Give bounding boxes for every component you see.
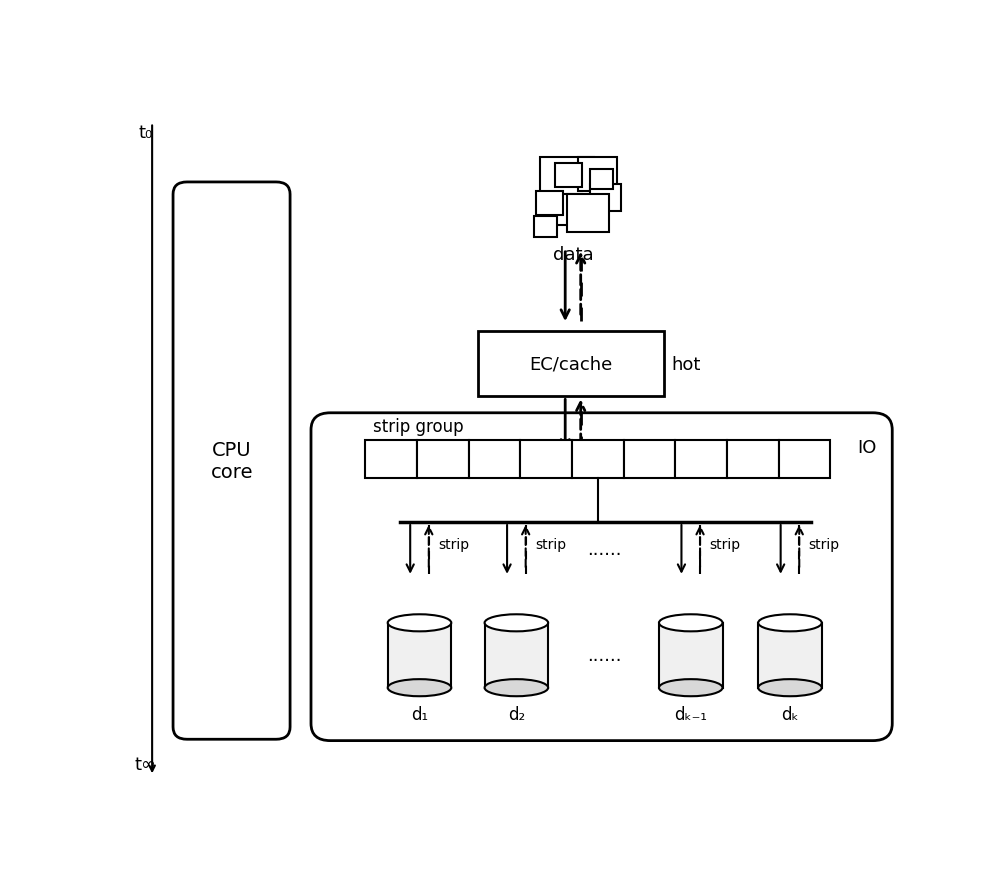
Bar [555, 164, 582, 188]
Text: ......: ...... [587, 540, 621, 559]
Bar [567, 195, 609, 232]
Bar [417, 440, 469, 478]
Text: strip: strip [535, 537, 566, 551]
Text: dₖ: dₖ [781, 705, 799, 723]
Text: strip: strip [438, 537, 469, 551]
Text: strip: strip [809, 537, 840, 551]
Ellipse shape [388, 680, 451, 696]
Bar [485, 623, 548, 688]
Bar [388, 623, 451, 688]
Text: EC/cache: EC/cache [529, 355, 612, 373]
Text: ......: ...... [587, 647, 621, 664]
Bar [572, 440, 624, 478]
Text: d₁: d₁ [411, 705, 428, 723]
Bar [675, 440, 727, 478]
Bar [590, 185, 621, 212]
Bar [578, 158, 617, 191]
Ellipse shape [485, 615, 548, 632]
Bar [590, 170, 613, 190]
Ellipse shape [758, 680, 822, 696]
Text: strip: strip [709, 537, 740, 551]
Text: dₖ₋₁: dₖ₋₁ [674, 705, 707, 723]
Bar [365, 440, 417, 478]
Text: IO: IO [857, 439, 877, 456]
Bar [478, 331, 664, 396]
Ellipse shape [659, 680, 723, 696]
Bar [540, 158, 594, 206]
Text: t∞: t∞ [134, 756, 156, 773]
Ellipse shape [758, 615, 822, 632]
Text: strip group: strip group [373, 417, 464, 435]
Bar [659, 623, 723, 688]
Text: t₀: t₀ [139, 123, 153, 142]
Bar [624, 440, 675, 478]
Text: data: data [553, 246, 593, 264]
Bar [536, 191, 563, 215]
Ellipse shape [388, 615, 451, 632]
Text: d₂: d₂ [508, 705, 525, 723]
Bar [547, 195, 582, 226]
Bar [534, 217, 557, 237]
FancyBboxPatch shape [311, 413, 892, 741]
Bar [520, 440, 572, 478]
Ellipse shape [485, 680, 548, 696]
Bar [727, 440, 779, 478]
Text: hot: hot [671, 355, 701, 373]
Bar [758, 623, 822, 688]
Bar [779, 440, 830, 478]
FancyBboxPatch shape [173, 183, 290, 740]
Ellipse shape [659, 615, 723, 632]
Text: CPU
core: CPU core [211, 440, 253, 482]
Bar [469, 440, 520, 478]
